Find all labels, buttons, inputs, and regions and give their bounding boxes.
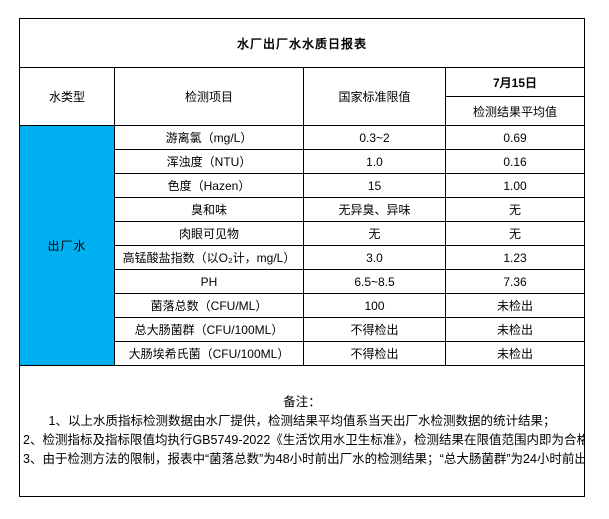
cell-limit: 无 (303, 221, 446, 246)
cell-item: 臭和味 (114, 197, 304, 222)
header-water-type: 水类型 (19, 67, 115, 126)
cell-result: 未检出 (444, 341, 586, 366)
table-row: 总大肠菌群（CFU/100ML） 不得检出 未检出 (20, 317, 586, 342)
water-type-group-cell: 出厂水 (19, 125, 115, 366)
cell-item: 肉眼可见物 (114, 221, 304, 246)
cell-limit: 6.5~8.5 (303, 269, 446, 294)
header-national-limit: 国家标准限值 (303, 67, 446, 126)
header-result-avg: 检测结果平均值 (444, 96, 586, 126)
cell-result: 7.36 (444, 269, 586, 294)
cell-item: 浑浊度（NTU） (114, 149, 304, 174)
cell-result: 无 (444, 221, 586, 246)
cell-result: 无 (444, 197, 586, 222)
table-row: PH 6.5~8.5 7.36 (20, 269, 586, 294)
cell-item: 总大肠菌群（CFU/100ML） (114, 317, 304, 342)
table-row: 色度（Hazen） 15 1.00 (20, 173, 586, 198)
page-title: 水厂出厂水水质日报表 (18, 18, 586, 68)
cell-result: 未检出 (444, 293, 586, 318)
cell-limit: 15 (303, 173, 446, 198)
cell-result: 0.69 (444, 125, 586, 150)
table-row: 出厂水 游离氯（mg/L） 0.3~2 0.69 (19, 125, 586, 366)
cell-limit: 不得检出 (303, 317, 446, 342)
notes-label: 备注： (283, 395, 321, 409)
table-row: 高锰酸盐指数（以O₂计，mg/L） 3.0 1.23 (20, 245, 586, 270)
cell-item: PH (114, 269, 304, 294)
water-quality-report-table: 水厂出厂水水质日报表 水类型 检测项目 国家标准限值 7月15日 检测结果平均值… (18, 18, 586, 497)
note-item-2: 2、检测指标及指标限值均执行GB5749-2022《生活饮用水卫生标准》，检测结… (23, 433, 585, 447)
table-row: 肉眼可见物 无 无 (20, 221, 586, 246)
note-item-1: 1、以上水质指标检测数据由水厂提供，检测结果平均值系当天出厂水检测数据的统计结果… (48, 414, 556, 428)
cell-limit: 无异臭、异味 (303, 197, 446, 222)
header-row: 水类型 检测项目 国家标准限值 7月15日 (19, 67, 586, 126)
cell-item: 高锰酸盐指数（以O₂计，mg/L） (114, 245, 304, 270)
header-date: 7月15日 (444, 67, 586, 97)
table-row: 大肠埃希氏菌（CFU/100ML） 不得检出 未检出 (20, 341, 586, 366)
header-subrow: 检测结果平均值 (20, 96, 586, 126)
cell-result: 1.23 (444, 245, 586, 270)
table-row: 浑浊度（NTU） 1.0 0.16 (20, 149, 586, 174)
cell-item: 色度（Hazen） (114, 173, 304, 198)
cell-limit: 3.0 (303, 245, 446, 270)
table-row: 菌落总数（CFU/ML） 100 未检出 (20, 293, 586, 318)
cell-item: 游离氯（mg/L） (114, 125, 304, 150)
notes-row: 备注： 1、以上水质指标检测数据由水厂提供，检测结果平均值系当天出厂水检测数据的… (18, 365, 586, 497)
cell-result: 未检出 (444, 317, 586, 342)
header-test-item: 检测项目 (114, 67, 304, 126)
notes-section: 备注： 1、以上水质指标检测数据由水厂提供，检测结果平均值系当天出厂水检测数据的… (18, 365, 586, 497)
cell-result: 0.16 (444, 149, 586, 174)
title-row: 水厂出厂水水质日报表 (18, 18, 586, 68)
cell-item: 大肠埃希氏菌（CFU/100ML） (114, 341, 304, 366)
cell-limit: 0.3~2 (303, 125, 446, 150)
cell-item: 菌落总数（CFU/ML） (114, 293, 304, 318)
note-item-3: 3、由于检测方法的限制，报表中“菌落总数”为48小时前出厂水的检测结果；“总大肠… (23, 452, 584, 466)
cell-result: 1.00 (444, 173, 586, 198)
cell-limit: 100 (303, 293, 446, 318)
table-row: 臭和味 无异臭、异味 无 (20, 197, 586, 222)
cell-limit: 1.0 (303, 149, 446, 174)
cell-limit: 不得检出 (303, 341, 446, 366)
water-quality-report: 水厂出厂水水质日报表 水类型 检测项目 国家标准限值 7月15日 检测结果平均值… (18, 18, 586, 497)
